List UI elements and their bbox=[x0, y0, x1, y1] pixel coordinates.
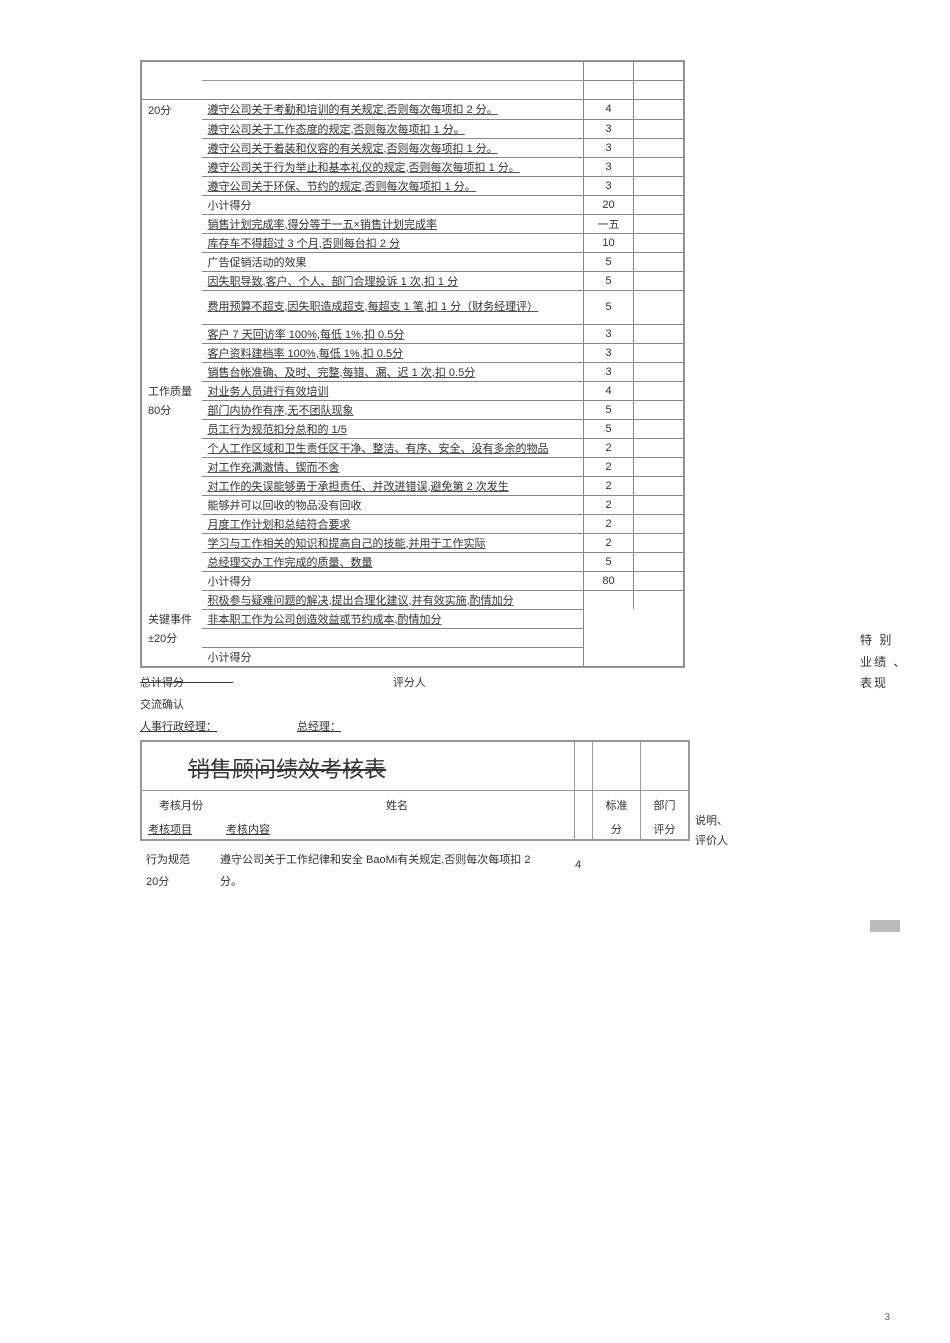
confirm-label: 交流确认 bbox=[140, 696, 870, 712]
gm-label: 总经理： bbox=[297, 721, 341, 733]
category-20: 20分 bbox=[142, 100, 202, 120]
evaluation-table-1: 20分遵守公司关于考勤和培训的有关规定,否则每次每项扣 2 分。4 遵守公司关于… bbox=[140, 60, 685, 668]
t2-note-col: 说明、 评价人 bbox=[695, 812, 745, 848]
table2-title: 销售顾问绩效考核表 bbox=[142, 742, 574, 790]
hr-manager-label: 人事行政经理： bbox=[140, 721, 217, 733]
t2-std-score: 标准 bbox=[592, 791, 640, 819]
grey-marker bbox=[870, 920, 900, 932]
t2-name: 姓名 bbox=[220, 791, 574, 819]
side-note: 特 别 业绩 、 表现 bbox=[860, 630, 910, 695]
t2-item: 考核项目 bbox=[142, 819, 220, 839]
t2-row1: 行为规范 20分 遵守公司关于工作纪律和安全 BaoMi有关规定,否则每次每项扣… bbox=[140, 847, 870, 893]
row-content: 遵守公司关于考勤和培训的有关规定,否则每次每项扣 2 分。 bbox=[202, 100, 584, 120]
scorer-label: 评分人 bbox=[393, 677, 426, 689]
t2-dept-score: 部门 bbox=[640, 791, 688, 819]
footer-section: 总计得分 评分人 交流确认 人事行政经理： 总经理： bbox=[140, 674, 870, 734]
category-80: 80分 bbox=[142, 400, 202, 419]
row-score: 4 bbox=[584, 100, 634, 120]
total-score-label: 总计得分 bbox=[140, 677, 184, 689]
category-key-event: 关键事件 bbox=[142, 609, 202, 628]
evaluation-table-2: 销售顾问绩效考核表 考核月份 姓名 标准 部门 考核项目 考核内容 分 评分 bbox=[140, 740, 690, 841]
t2-month: 考核月份 bbox=[142, 791, 220, 819]
t2-content: 考核内容 bbox=[220, 819, 574, 839]
page-number: 3 bbox=[884, 1312, 890, 1323]
category-quality: 工作质量 bbox=[142, 381, 202, 400]
category-pm20: ±20分 bbox=[142, 628, 202, 647]
